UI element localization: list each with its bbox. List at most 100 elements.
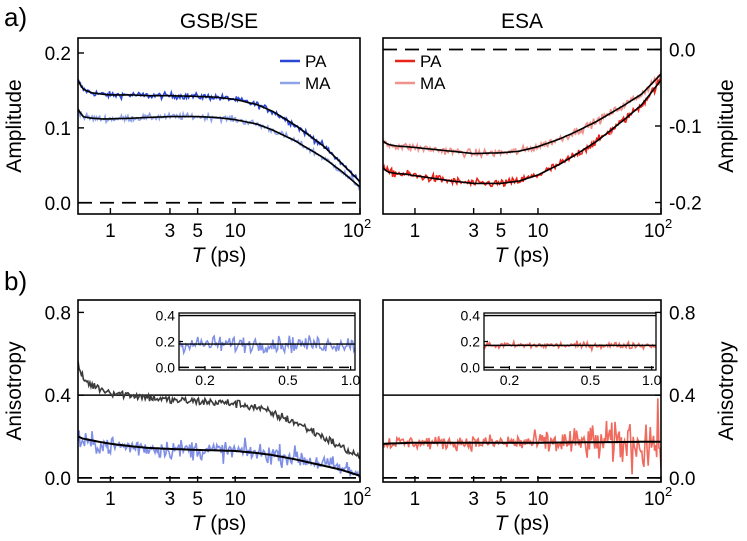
x-axis-label: T (ps): [495, 512, 550, 535]
legend-label-pa: PA: [420, 52, 442, 71]
inset-x-tick-label: 0.5: [278, 372, 298, 388]
fit-pa: [383, 79, 661, 185]
x-tick-label: 1: [410, 221, 421, 242]
fit-pa: [78, 80, 360, 183]
plot-area: [78, 78, 360, 204]
x-axis-label-symbol: T: [495, 244, 510, 267]
x-tick-label: 3: [468, 489, 479, 510]
panel-a-left: 1 3 5 10 10 20.00.10.2T (ps)AmplitudeGSB/SEPA…: [3, 10, 371, 267]
legend: PA MA: [280, 52, 331, 93]
x-tick-label: 3: [165, 221, 176, 242]
inset-y-tick-label: 0.4: [156, 308, 176, 324]
x-axis-label-symbol: T: [192, 512, 207, 535]
plot-area: [383, 394, 661, 479]
x-tick-label-exponent: 2: [665, 216, 672, 231]
inset-x-tick-label: 0.2: [500, 372, 520, 388]
legend-label-pa: PA: [305, 52, 327, 71]
series-esa-fit: [383, 440, 661, 445]
x-tick-label: 10: [225, 489, 246, 510]
series-ma: [78, 108, 360, 191]
y-tick-label: 0.4: [45, 386, 72, 407]
inset: 0.2 0.5 1.0 0.0 0.2 0.4: [156, 308, 361, 388]
x-tick-label: 5: [192, 489, 203, 510]
y-axis-label: Amplitude: [715, 79, 738, 172]
inset-x-tick-label: 0.2: [195, 372, 215, 388]
y-tick-label: -0.1: [669, 117, 702, 138]
x-tick-label: 1: [105, 221, 116, 242]
plot-area: [78, 360, 360, 479]
x-tick-label: 10: [527, 489, 548, 510]
panel-title: ESA: [501, 10, 543, 33]
inset-y-tick-label: 0.0: [461, 359, 481, 375]
x-tick-label: 1: [105, 489, 116, 510]
inset-y-tick-label: 0.2: [461, 334, 481, 350]
fit-ma: [383, 73, 661, 155]
x-tick-label: 10: [343, 489, 364, 510]
x-axis-label-unit: (ps): [204, 512, 246, 535]
panel-letter-a: a): [4, 2, 27, 32]
x-tick-label: 1: [410, 489, 421, 510]
y-tick-label: 0.0: [669, 469, 695, 490]
panel-b-left: 1 3 5 10 10 20.00.40.8T (ps)Anisotropy 0.2 0.5 1…: [3, 299, 371, 535]
y-tick-label: 0.2: [45, 44, 71, 65]
panel-title: GSB/SE: [180, 10, 258, 33]
y-axis-label: Anisotropy: [715, 341, 738, 441]
axes-frame: [77, 37, 361, 215]
x-tick-label: 3: [468, 221, 479, 242]
y-tick-label: 0.8: [45, 303, 71, 324]
x-tick-label: 10: [343, 221, 364, 242]
y-tick-label: 0.0: [669, 40, 695, 61]
x-tick-label-exponent: 2: [665, 484, 672, 499]
fit-ma: [78, 108, 360, 188]
y-axis-label: Amplitude: [3, 79, 26, 172]
x-tick-label: 10: [527, 221, 548, 242]
series-esa-anisotropy: [383, 398, 661, 475]
y-axis-label: Anisotropy: [3, 341, 26, 441]
x-tick-label: 5: [496, 489, 507, 510]
series-pa: [383, 77, 661, 188]
axes-frame: [77, 299, 361, 483]
x-tick-label: 5: [192, 221, 203, 242]
x-axis-label-unit: (ps): [507, 244, 549, 267]
inset-y-tick-label: 0.2: [156, 334, 176, 350]
y-tick-label: 0.0: [45, 194, 71, 215]
axes-frame: [382, 299, 662, 483]
y-tick-label: 0.0: [45, 469, 71, 490]
x-tick-label: 10: [644, 489, 665, 510]
legend-label-ma: MA: [305, 74, 331, 93]
inset-plot-area: [179, 314, 355, 369]
y-tick-label: -0.2: [669, 194, 702, 215]
plot-area: [383, 48, 661, 188]
panel-a-right: 1 3 5 10 10 20.0-0.1-0.2T (ps)AmplitudeESAPAM…: [382, 10, 738, 267]
y-tick-label: 0.1: [45, 119, 71, 140]
x-tick-label-exponent: 2: [364, 216, 371, 231]
x-axis-label-unit: (ps): [204, 244, 246, 267]
x-axis-label: T (ps): [192, 512, 247, 535]
panel-letter-b: b): [4, 266, 27, 296]
x-axis-label: T (ps): [495, 244, 550, 267]
inset-y-tick-label: 0.0: [156, 359, 176, 375]
series-ma-fit: [78, 435, 360, 477]
inset: 0.2 0.5 1.0 0.0 0.2 0.4: [461, 308, 662, 388]
x-axis-label-symbol: T: [495, 512, 510, 535]
x-tick-label: 3: [165, 489, 176, 510]
inset-x-tick-label: 0.5: [581, 372, 601, 388]
inset-x-tick-label: 1.0: [642, 372, 662, 388]
y-tick-label: 0.4: [669, 386, 696, 407]
x-axis-label: T (ps): [192, 244, 247, 267]
x-tick-label: 5: [496, 221, 507, 242]
y-tick-label: 0.8: [669, 303, 695, 324]
legend: PA MA: [395, 52, 446, 93]
inset-plot-area: [484, 314, 656, 369]
inset-y-tick-label: 0.4: [461, 308, 481, 324]
x-tick-label: 10: [644, 221, 665, 242]
x-tick-label: 10: [225, 221, 246, 242]
series-pa-anisotropy: [78, 360, 360, 460]
x-tick-label-exponent: 2: [364, 484, 371, 499]
inset-series: [179, 334, 355, 356]
inset-background: [484, 313, 656, 370]
inset-x-tick-label: 1.0: [341, 372, 361, 388]
x-axis-label-unit: (ps): [507, 512, 549, 535]
